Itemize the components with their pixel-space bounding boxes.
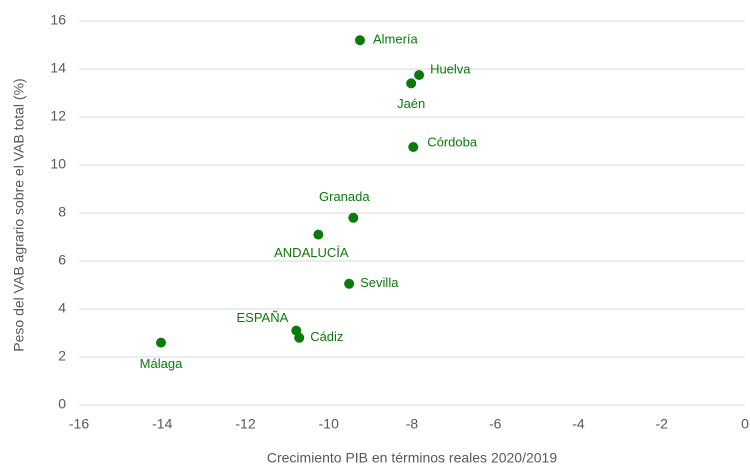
x-tick-label: 0 <box>741 416 749 432</box>
point <box>344 278 355 289</box>
point <box>406 78 417 89</box>
point-label: Jaén <box>397 96 425 111</box>
point-label: Huelva <box>430 61 471 76</box>
y-axis-label: Peso del VAB agrario sobre el VAB total … <box>11 78 27 351</box>
point <box>156 337 167 348</box>
y-tick-label: 0 <box>58 396 66 412</box>
x-tick-label: -4 <box>572 416 585 432</box>
y-tick-label: 6 <box>58 252 66 268</box>
point-label: Almería <box>373 32 419 47</box>
x-tick-label: -8 <box>406 416 419 432</box>
point-label: Málaga <box>140 356 183 371</box>
x-tick-label: -6 <box>489 416 502 432</box>
x-tick-label: -12 <box>235 416 255 432</box>
point <box>294 332 305 343</box>
x-tick-label: -14 <box>152 416 172 432</box>
x-tick-label: -16 <box>69 416 89 432</box>
x-tick-label: -2 <box>656 416 669 432</box>
point-label: Córdoba <box>427 134 478 149</box>
y-tick-label: 16 <box>50 12 66 28</box>
y-tick-label: 4 <box>58 300 66 316</box>
x-tick-label: -10 <box>319 416 339 432</box>
point-label: Cádiz <box>310 329 343 344</box>
point-label: ESPAÑA <box>237 310 289 325</box>
point <box>408 142 419 152</box>
y-tick-label: 8 <box>58 204 66 220</box>
point <box>414 70 425 80</box>
y-tick-label: 14 <box>50 60 66 76</box>
point <box>313 229 324 240</box>
y-tick-label: 10 <box>50 156 66 172</box>
point <box>348 212 359 223</box>
y-tick-label: 12 <box>50 108 66 124</box>
point-label: Granada <box>319 189 370 204</box>
y-tick-label: 2 <box>58 348 66 364</box>
point <box>354 35 365 46</box>
x-axis-label: Crecimiento PIB en términos reales 2020/… <box>267 450 557 466</box>
point-label: Sevilla <box>360 275 399 290</box>
point-label: ANDALUCÍA <box>274 245 349 260</box>
